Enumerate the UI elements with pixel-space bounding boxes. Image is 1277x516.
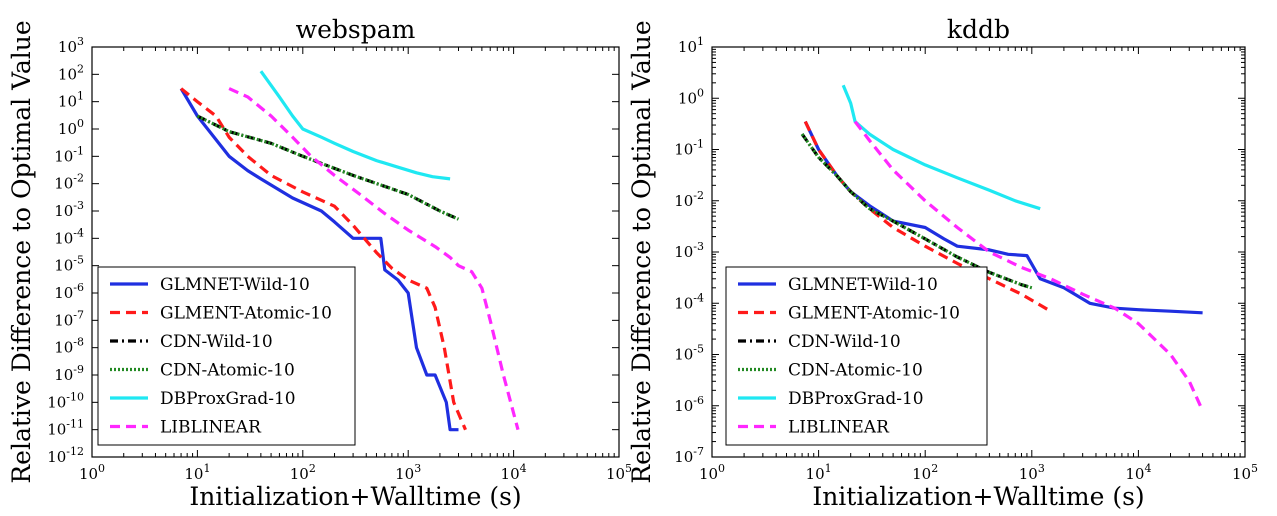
- series-line-CDN-Wild-10: [196, 114, 460, 221]
- legend-label: LIBLINEAR: [160, 418, 262, 438]
- legend-label: GLMNET-Wild-10: [160, 275, 310, 295]
- y-tick-label: 10-7: [54, 308, 84, 329]
- x-tick-label: 103: [1019, 462, 1045, 483]
- y-tick-label: 10-6: [54, 281, 84, 302]
- legend: GLMNET-Wild-10 GLMENT-Atomic-10 CDN-Wild-1…: [725, 266, 988, 446]
- series-line-CDN-Atomic-10: [800, 133, 1033, 290]
- y-tick-label: 10-10: [47, 390, 84, 411]
- x-tick-label: 102: [912, 462, 938, 483]
- legend-label: GLMENT-Atomic-10: [160, 304, 332, 324]
- y-tick-label: 10-5: [674, 343, 704, 364]
- y-tick-label: 10-1: [674, 138, 704, 159]
- series-line-GLMENT-Atomic-10: [803, 120, 1052, 313]
- y-axis-label: Relative Difference to Optimal Value: [627, 20, 656, 483]
- x-tick-label: 104: [501, 462, 527, 483]
- plot-frame: [711, 46, 1246, 458]
- legend-label: LIBLINEAR: [788, 418, 890, 438]
- chart-title: webspam: [296, 15, 416, 44]
- legend-label: CDN-Wild-10: [160, 332, 273, 352]
- series-line-GLMNET-Wild-10: [179, 87, 459, 432]
- legend-label: CDN-Wild-10: [788, 332, 901, 352]
- legend: GLMNET-Wild-10 GLMENT-Atomic-10 CDN-Wild-1…: [97, 266, 356, 446]
- x-tick-label: 101: [806, 462, 832, 483]
- x-tick-label: 102: [290, 462, 316, 483]
- legend-label: CDN-Atomic-10: [160, 361, 295, 381]
- legend-label: DBProxGrad-10: [788, 389, 924, 409]
- y-tick-label: 10-8: [54, 336, 84, 357]
- series-group: [179, 70, 520, 432]
- chart-title: kddb: [947, 15, 1010, 44]
- series-line-CDN-Wild-10: [800, 133, 1033, 290]
- y-tick-label: 10-3: [674, 240, 704, 261]
- x-tick-label: 100: [79, 462, 105, 483]
- y-tick-label: 10-12: [47, 445, 84, 466]
- series-line-LIBLINEAR: [853, 120, 1205, 412]
- legend-label: CDN-Atomic-10: [788, 361, 923, 381]
- legend-box: [97, 266, 356, 446]
- y-tick-label: 10-5: [54, 254, 84, 275]
- y-tick-label: 10-4: [54, 226, 84, 247]
- y-tick-label: 10-2: [674, 189, 704, 210]
- x-tick-label: 105: [1232, 462, 1258, 483]
- series-line-LIBLINEAR: [228, 87, 520, 431]
- x-axis-label: Initialization+Walltime (s): [189, 482, 521, 511]
- y-tick-label: 10-9: [54, 363, 84, 384]
- y-tick-label: 10-7: [674, 445, 704, 466]
- plot-frame: [91, 46, 620, 458]
- chart-panel-webspam: 100 101 102 103 104 10510-1210-1110-1010-910-…: [7, 15, 632, 511]
- y-tick-label: 101: [678, 35, 704, 56]
- y-tick-label: 102: [58, 62, 84, 83]
- y-tick-label: 10-4: [674, 291, 704, 312]
- y-tick-label: 10-11: [47, 418, 84, 439]
- x-axis-label: Initialization+Walltime (s): [812, 482, 1144, 511]
- y-tick-label: 100: [678, 86, 704, 107]
- legend-label: GLMENT-Atomic-10: [788, 304, 960, 324]
- y-tick-label: 103: [58, 35, 84, 56]
- series-line-GLMENT-Atomic-10: [180, 87, 467, 431]
- y-tick-label: 100: [58, 117, 84, 138]
- y-tick-label: 101: [58, 90, 84, 111]
- series-line-CDN-Atomic-10: [196, 114, 460, 221]
- series-group: [800, 84, 1205, 412]
- x-tick-label: 103: [395, 462, 421, 483]
- x-tick-label: 101: [184, 462, 210, 483]
- x-tick-label: 100: [699, 462, 725, 483]
- legend-label: GLMNET-Wild-10: [788, 275, 938, 295]
- y-tick-label: 10-3: [54, 199, 84, 220]
- legend-box: [725, 266, 988, 446]
- y-tick-label: 10-2: [54, 172, 84, 193]
- y-axis-label: Relative Difference to Optimal Value: [7, 20, 36, 483]
- x-tick-label: 104: [1125, 462, 1151, 483]
- legend-label: DBProxGrad-10: [160, 389, 296, 409]
- chart-panel-kddb: 100 101 102 103 104 105 10-7 10-6 10-5 10-4 10-3 10…: [627, 15, 1258, 511]
- y-tick-label: 10-1: [54, 144, 84, 165]
- y-tick-label: 10-6: [674, 394, 704, 415]
- series-line-DBProxGrad-10: [259, 70, 451, 181]
- series-line-DBProxGrad-10: [841, 84, 1041, 211]
